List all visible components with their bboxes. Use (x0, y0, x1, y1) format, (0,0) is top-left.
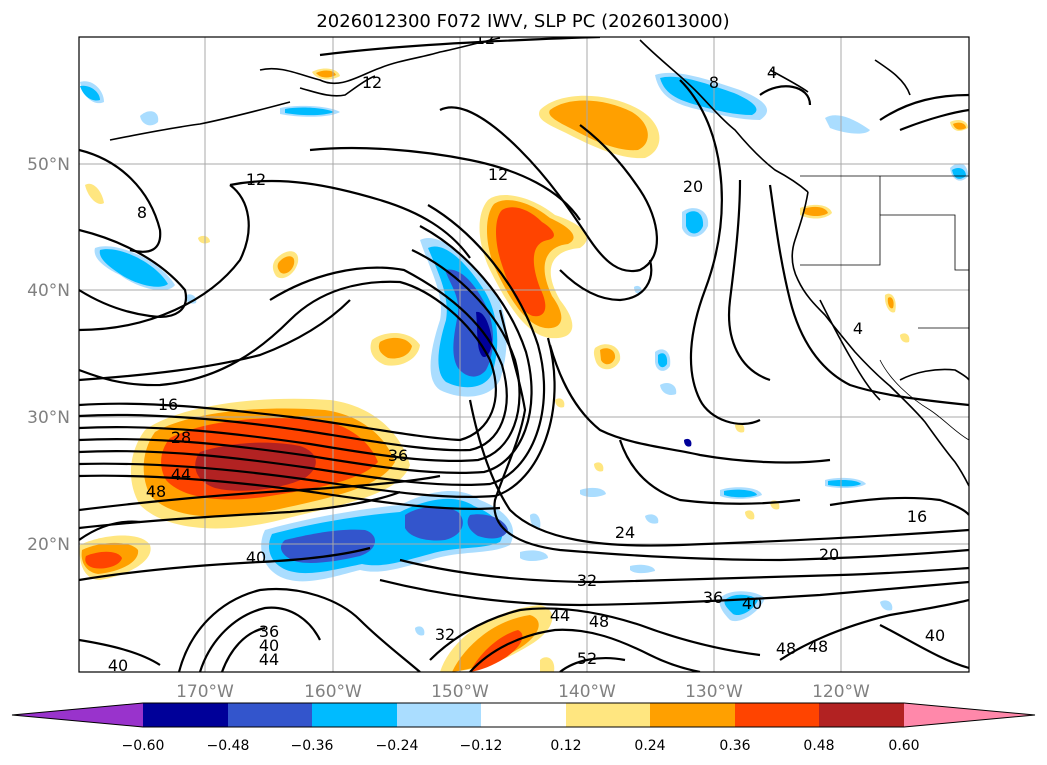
contour-label: 40 (259, 636, 279, 655)
contour-label: 12 (475, 29, 495, 48)
contour-label: 12 (488, 165, 508, 184)
contour-label: 40 (925, 626, 945, 645)
longitude-labels: 170°W 160°W 150°W 140°W 130°W 120°W (176, 682, 870, 702)
colorbar-tick: 0.36 (719, 738, 750, 754)
lon-label-170w: 170°W (176, 682, 234, 702)
contour-label: 4 (767, 63, 777, 82)
colorbar-tick: −0.48 (207, 738, 250, 754)
colorbar-tick: 0.24 (634, 738, 665, 754)
colorbar-segment (735, 703, 819, 727)
colorbar: −0.60 −0.48 −0.36 −0.24 −0.12 0.12 0.24 … (11, 702, 1036, 754)
colorbar-segment (143, 703, 228, 727)
contour-labels: 12 12 8 12 12 20 4 8 4 16 28 44 48 36 40… (108, 29, 945, 675)
coastlines (109, 37, 969, 487)
contour-label: 8 (709, 73, 719, 92)
colorbar-tick: −0.36 (291, 738, 334, 754)
contour-label: 40 (246, 548, 266, 567)
contour-label: 48 (146, 482, 166, 501)
colorbar-segment (566, 703, 650, 727)
contour-label: 12 (246, 170, 266, 189)
contour-label: 48 (776, 639, 796, 658)
contour-label: 24 (615, 523, 635, 542)
colorbar-segment (650, 703, 735, 727)
lon-label-160w: 160°W (304, 682, 362, 702)
lat-label-20n: 20°N (27, 535, 70, 555)
contour-label: 32 (435, 625, 455, 644)
colorbar-tick: −0.60 (122, 738, 165, 754)
contour-label: 52 (577, 649, 597, 668)
figure-title: 2026012300 F072 IWV, SLP PC (2026013000) (316, 11, 729, 32)
contour-label: 28 (171, 428, 191, 447)
contour-label: 40 (108, 656, 128, 675)
lat-label-40n: 40°N (27, 281, 70, 301)
contour-label: 36 (259, 622, 279, 641)
colorbar-segment (819, 703, 904, 727)
colorbar-tick: 0.48 (803, 738, 834, 754)
negative-anomaly-shading (80, 72, 968, 636)
contour-label: 44 (550, 606, 570, 625)
contour-label: 16 (158, 395, 178, 414)
lon-label-150w: 150°W (431, 682, 489, 702)
contour-label: 44 (171, 465, 191, 484)
slp-contours (79, 37, 969, 672)
contour-label: 32 (577, 571, 597, 590)
colorbar-segment (397, 703, 481, 727)
contour-label: 20 (683, 177, 703, 196)
colorbar-tick: −0.12 (460, 738, 503, 754)
contour-label: 20 (819, 545, 839, 564)
lat-label-50n: 50°N (27, 155, 70, 175)
latitude-labels: 50°N 40°N 30°N 20°N (27, 155, 70, 555)
lon-label-120w: 120°W (812, 682, 870, 702)
contour-label: 12 (362, 73, 382, 92)
colorbar-tick: 0.12 (550, 738, 581, 754)
contour-label: 36 (388, 446, 408, 465)
colorbar-segment (312, 703, 397, 727)
lon-label-130w: 130°W (685, 682, 743, 702)
contour-label: 8 (137, 203, 147, 222)
lon-label-140w: 140°W (558, 682, 616, 702)
colorbar-extend-low (12, 703, 143, 727)
map-area: 12 12 8 12 12 20 4 8 4 16 28 44 48 36 40… (79, 29, 969, 675)
colorbar-extend-high (904, 703, 1035, 727)
contour-label: 4 (853, 319, 863, 338)
contour-label: 44 (259, 650, 279, 669)
contour-label: 40 (742, 594, 762, 613)
colorbar-tick: −0.24 (376, 738, 419, 754)
colorbar-ticks: −0.60 −0.48 −0.36 −0.24 −0.12 0.12 0.24 … (122, 738, 920, 754)
colorbar-segment (481, 703, 566, 727)
colorbar-outline (11, 702, 1036, 728)
contour-label: 48 (589, 612, 609, 631)
map-frame (78, 36, 970, 673)
colorbar-tick: 0.60 (888, 738, 919, 754)
contour-label: 48 (808, 637, 828, 656)
contour-label: 36 (703, 588, 723, 607)
contour-label: 16 (907, 507, 927, 526)
lat-label-30n: 30°N (27, 408, 70, 428)
colorbar-segment (228, 703, 312, 727)
